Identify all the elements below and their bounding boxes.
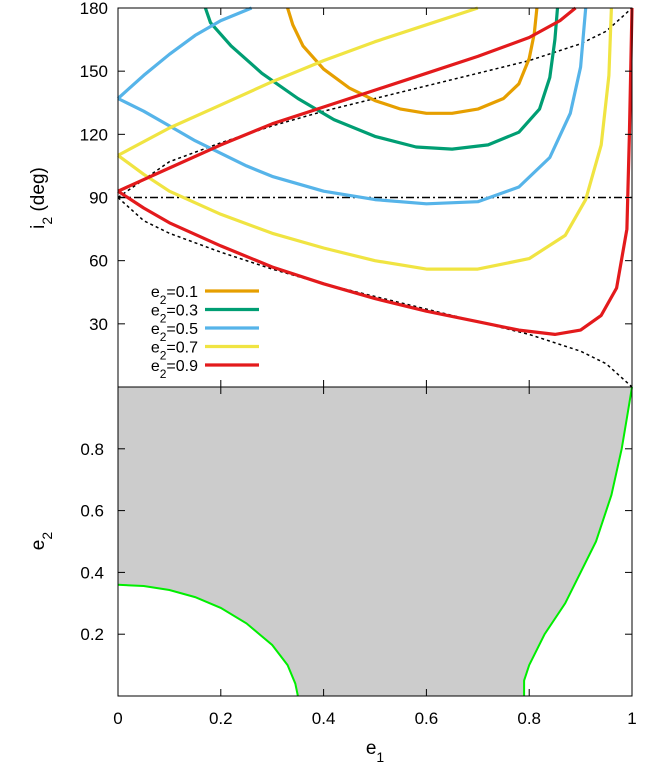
bottom-y-axis-label: e2 (28, 532, 55, 551)
bottom-y-tick-label: 0.4 (80, 563, 104, 582)
x-tick-label: 0.6 (415, 709, 439, 728)
top-y-tick-label: 150 (80, 62, 108, 81)
x-tick-label: 0.8 (517, 709, 541, 728)
legend-label-3: e2=0.5 (151, 321, 198, 344)
top-y-axis-label: i2 (deg) (28, 167, 55, 229)
bottom-plot-frame (117, 386, 633, 697)
bottom-y-axis-ticks: 0.2 0.4 0.6 0.8 (80, 440, 632, 644)
bottom-y-tick-label: 0.8 (80, 440, 104, 459)
top-y-axis-ticks: 30 60 90 120 150 180 (80, 0, 633, 387)
reference-curve-2 (117, 7, 633, 199)
legend: e2=0.1e2=0.3e2=0.5e2=0.7e2=0.9 (151, 284, 259, 381)
top-y-tick-label: 90 (89, 189, 108, 208)
bottom-plot-area (117, 386, 633, 697)
series-line-3 (117, 7, 588, 206)
bottom-y-tick-label: 0.2 (80, 625, 104, 644)
series-line-4-upper-branch (117, 6, 479, 157)
series-line-1 (286, 7, 539, 115)
left-boundary-curve (117, 583, 299, 697)
x-tick-label: 1 (627, 709, 636, 728)
bottom-y-tick-label: 0.6 (80, 502, 104, 521)
top-y-tick-label: 60 (89, 252, 108, 271)
top-y-tick-label: 30 (89, 315, 108, 334)
bottom-panel-eccentricity: 0.2 0.4 0.6 0.8 0 0.2 0.4 0.6 0.8 1 e2 e1 (28, 386, 637, 765)
x-tick-label: 0.4 (312, 709, 336, 728)
x-axis-label: e1 (366, 738, 385, 765)
x-tick-label: 0.2 (209, 709, 233, 728)
series-line-3-upper-branch (116, 6, 253, 100)
allowed-region (118, 387, 632, 696)
top-y-tick-label: 120 (80, 125, 108, 144)
top-plot-area (116, 6, 634, 388)
legend-label-5: e2=0.9 (151, 358, 198, 381)
series-line-5-upper-branch (117, 6, 577, 193)
series-line-4 (117, 7, 613, 271)
bottom-x-axis-ticks: 0 0.2 0.4 0.6 0.8 1 (113, 387, 637, 728)
legend-label-4: e2=0.7 (151, 340, 198, 363)
reference-curve-1 (117, 196, 633, 388)
legend-label-1: e2=0.1 (151, 284, 198, 307)
legend-label-2: e2=0.3 (151, 303, 198, 326)
top-y-tick-label: 180 (80, 0, 108, 18)
series-line-2 (203, 7, 560, 151)
series-line-5 (117, 7, 634, 336)
x-tick-label: 0 (113, 709, 122, 728)
right-boundary-curve (523, 386, 633, 696)
